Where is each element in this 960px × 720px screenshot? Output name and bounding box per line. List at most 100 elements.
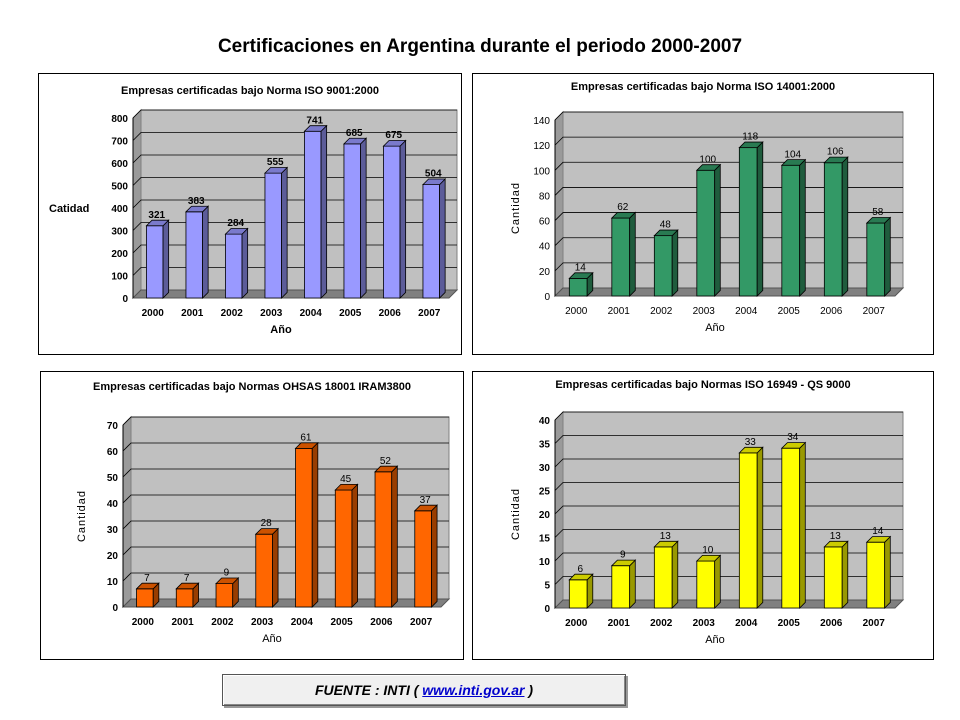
bar-data-label: 48	[660, 220, 672, 231]
y-tick-label: 5	[544, 581, 550, 592]
bar	[695, 163, 722, 297]
source-link[interactable]: www.inti.gov.ar	[422, 682, 525, 698]
bar-data-label: 9	[620, 550, 626, 561]
bar-side	[391, 465, 398, 608]
bar	[610, 559, 637, 609]
x-tick-label: 2004	[735, 618, 758, 629]
bar-top	[568, 573, 594, 581]
bar-side	[841, 156, 849, 297]
bar-top	[823, 540, 849, 548]
bar-top	[653, 229, 679, 237]
bar	[184, 205, 210, 299]
y-tick-label: 60	[107, 447, 119, 458]
bar-data-label: 62	[617, 202, 629, 213]
bar	[382, 139, 407, 299]
bar-data-label: 104	[784, 149, 801, 160]
bar-front	[264, 172, 282, 299]
bar	[738, 446, 764, 609]
x-tick-label: 2002	[211, 617, 234, 628]
bar-front	[823, 162, 843, 297]
bar-top	[653, 540, 679, 548]
bar-top	[382, 140, 407, 147]
bar	[780, 441, 807, 609]
bar-data-label: 106	[827, 147, 844, 158]
gridline	[122, 442, 449, 452]
x-axis-label: Año	[262, 633, 282, 645]
bar-front	[225, 233, 243, 299]
bar-side	[281, 166, 288, 299]
chart-panel-iso-14001: Empresas certificadas bajo Norma ISO 140…	[472, 73, 934, 355]
bar-data-label: 34	[787, 432, 799, 443]
plot-floor	[553, 599, 905, 609]
bar-front	[185, 211, 203, 299]
bar-front	[215, 583, 234, 608]
bar-side	[714, 163, 721, 297]
y-tick-label: 40	[539, 416, 551, 427]
bar-front	[653, 546, 673, 609]
bar-data-label: 10	[702, 545, 714, 556]
bar-front	[696, 169, 716, 297]
y-tick-label: 20	[539, 510, 551, 521]
bar	[342, 137, 368, 299]
x-tick-label: 2006	[370, 617, 393, 628]
x-axis-label: Año	[705, 634, 725, 646]
y-tick-label: 300	[111, 227, 128, 238]
bar	[254, 527, 280, 608]
y-tick-label: 70	[107, 421, 119, 432]
bar-data-label: 61	[300, 432, 312, 443]
plot-floor	[131, 289, 459, 299]
gridline	[554, 111, 903, 121]
x-tick-label: 2007	[863, 618, 886, 629]
bar-top	[738, 446, 764, 454]
x-tick-label: 2003	[693, 306, 716, 317]
bar-top	[695, 554, 722, 562]
bar	[413, 504, 439, 608]
bar-data-label: 14	[872, 526, 884, 537]
bar-side	[241, 227, 249, 299]
bar-data-label: 45	[340, 474, 352, 485]
chart-iso-16949: Empresas certificadas bajo Normas ISO 16…	[510, 379, 905, 646]
x-tick-label: 2004	[735, 306, 758, 317]
bar	[738, 141, 764, 297]
gridline	[122, 416, 449, 426]
bar-side	[671, 229, 679, 297]
gridline	[554, 136, 903, 146]
bar-front	[568, 277, 588, 297]
bar-side	[629, 559, 636, 609]
bar-data-label: 58	[872, 207, 884, 218]
bar-top	[695, 164, 722, 171]
bar-top	[254, 528, 280, 535]
bar-side	[799, 158, 806, 297]
bar-top	[303, 125, 328, 132]
bar-data-label: 685	[346, 128, 363, 139]
bar-top	[413, 504, 439, 512]
x-tick-label: 2002	[650, 618, 673, 629]
bar-data-label: 741	[306, 115, 323, 126]
bar-top	[294, 442, 319, 449]
y-tick-label: 0	[544, 604, 550, 615]
y-tick-label: 25	[539, 487, 551, 498]
x-tick-label: 2001	[181, 308, 204, 319]
bar-top	[738, 141, 764, 149]
bar-front	[738, 147, 758, 297]
y-tick-label: 120	[533, 141, 550, 152]
bar-side	[756, 141, 764, 297]
chart-panel-ohsas: Empresas certificadas bajo Normas OHSAS …	[40, 371, 464, 660]
y-tick-label: 0	[112, 603, 118, 614]
bar-data-label: 675	[385, 130, 402, 141]
bar-top	[865, 217, 892, 224]
y-tick-label: 500	[111, 182, 128, 193]
x-tick-label: 2000	[565, 306, 588, 317]
bar-front	[568, 579, 588, 609]
bar-front	[146, 225, 164, 299]
bar	[823, 156, 849, 297]
y-tick-label: 40	[107, 499, 119, 510]
x-tick-label: 2006	[820, 618, 843, 629]
bar-data-label: 13	[660, 531, 672, 542]
y-tick-label: 40	[539, 242, 551, 253]
y-tick-label: 15	[539, 534, 551, 545]
bar-front	[738, 452, 758, 609]
chart-title: Empresas certificadas bajo Norma ISO 900…	[121, 85, 379, 97]
bar	[568, 573, 594, 609]
gridline	[132, 132, 457, 141]
